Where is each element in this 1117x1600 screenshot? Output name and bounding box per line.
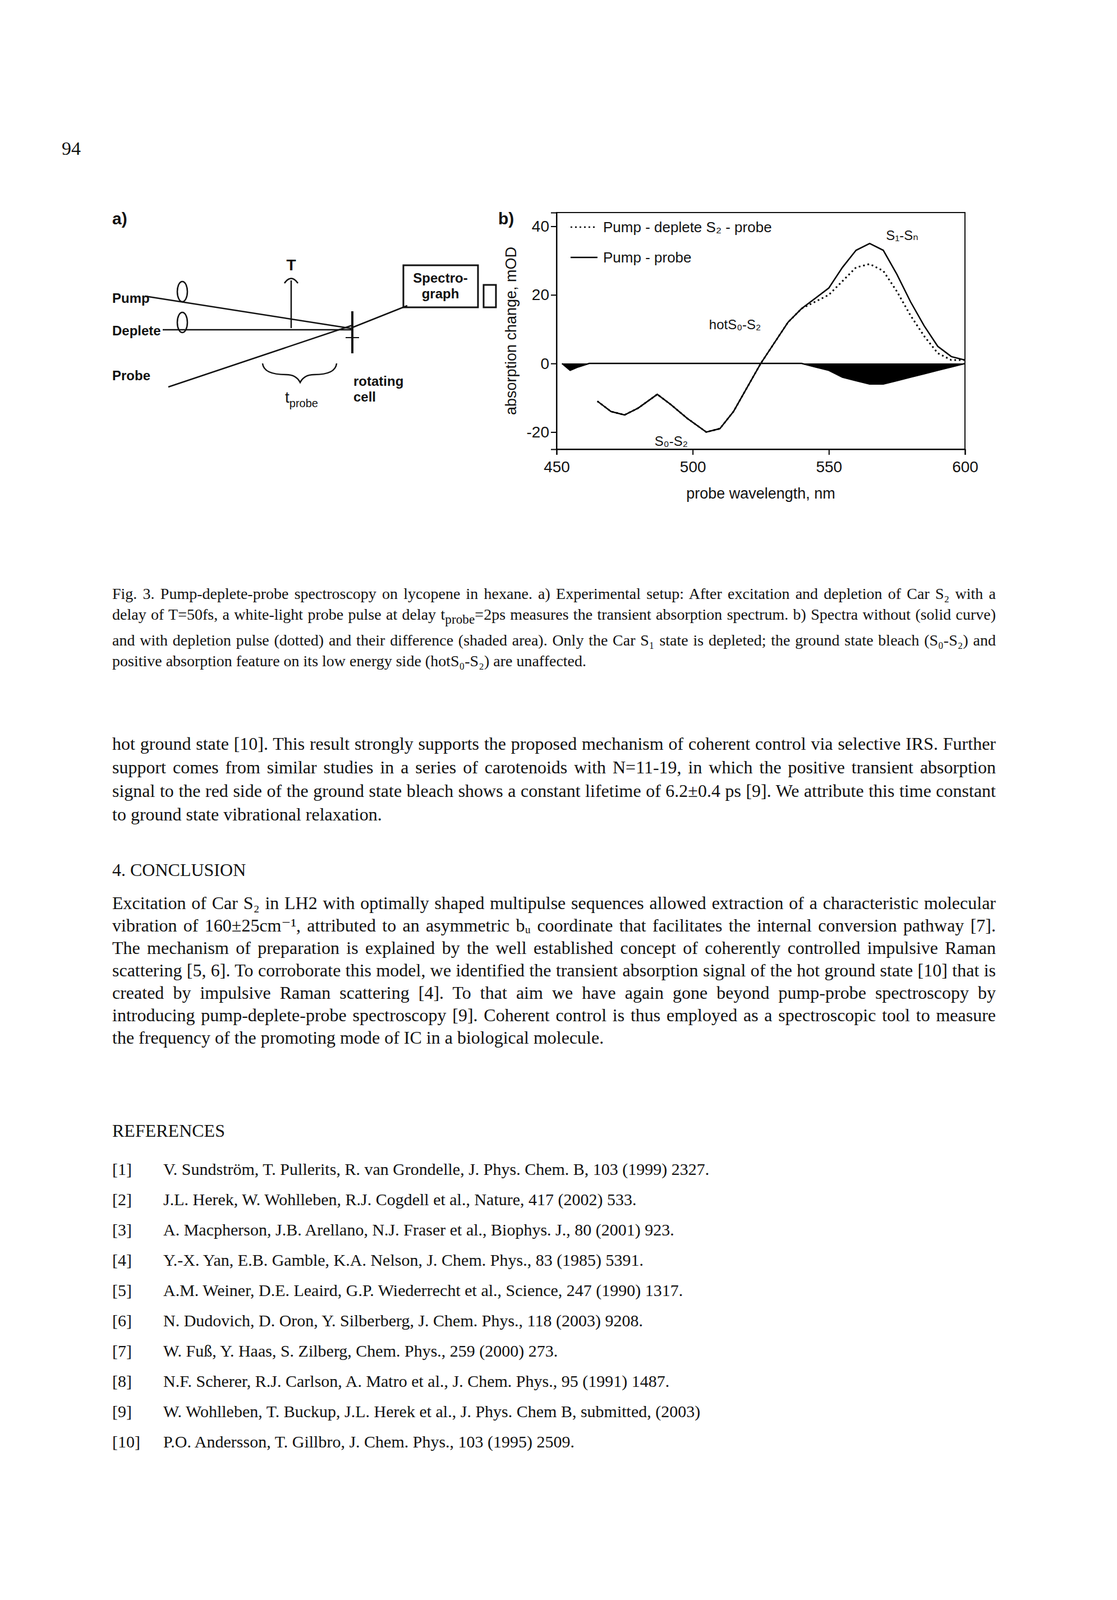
- legend-label: Pump - deplete S₂ - probe: [603, 218, 772, 236]
- setup-diagram: Pump Deplete Probe Trotatingcell tprobe Spect…: [112, 256, 496, 410]
- y-tick: 0: [540, 355, 557, 373]
- spectrograph: [403, 265, 478, 308]
- detector: [483, 285, 496, 308]
- section-heading: REFERENCES: [112, 1119, 674, 1143]
- reference-label: [10]: [112, 1431, 158, 1454]
- reference-label: [9]: [112, 1400, 158, 1424]
- reference-text: A.M. Weiner, D.E. Leaird, G.P. Wiederrec…: [163, 1279, 994, 1303]
- reference-text: Y.-X. Yan, E.B. Gamble, K.A. Nelson, J. …: [163, 1249, 994, 1272]
- y-tick-mark: [550, 226, 557, 228]
- x-tick-label: 500: [679, 458, 707, 476]
- legend-swatch: [570, 256, 598, 259]
- delay-label: tprobe: [285, 388, 319, 410]
- x-tick-label: 450: [543, 458, 571, 476]
- y-tick-label: 20: [531, 286, 550, 304]
- spectrograph-label: graph: [421, 286, 460, 302]
- reference-text: N.F. Scherer, R.J. Carlson, A. Matro et …: [163, 1370, 994, 1394]
- y-tick-label: 40: [531, 217, 550, 236]
- delay-marker: [290, 280, 293, 329]
- figure: a) b) Pump Deplete Probe Trotatingcell tprobe S…: [0, 0, 1117, 578]
- delay-hook: [284, 278, 298, 284]
- probe-beam: [168, 325, 353, 388]
- reference-label: [7]: [112, 1340, 158, 1363]
- section-heading: 4. CONCLUSION: [112, 858, 674, 882]
- x-axis-title: probe wavelength, nm: [686, 485, 836, 503]
- difference-line: [562, 363, 965, 385]
- chopper: [177, 281, 188, 302]
- reference-label: [5]: [112, 1279, 158, 1303]
- panel-label: a): [112, 209, 128, 228]
- x-tick-mark: [964, 449, 967, 455]
- y-tick-mark: [550, 294, 557, 296]
- x-tick-label: 550: [815, 458, 843, 476]
- cell-label: rotating: [353, 373, 404, 389]
- annotation: hotS₀-S₂: [709, 316, 762, 333]
- annotation: S₀-S₂: [654, 433, 688, 449]
- axis-line: [557, 449, 966, 456]
- reference-label: [4]: [112, 1249, 158, 1272]
- reference-text: V. Sundström, T. Pullerits, R. van Grond…: [163, 1158, 994, 1181]
- spectrum-line: [597, 243, 965, 432]
- x-tick: 500: [679, 449, 707, 476]
- cell-label: cell: [353, 389, 376, 405]
- x-tick: 450: [543, 449, 571, 476]
- delay-label: T: [286, 256, 296, 274]
- x-tick-mark: [692, 449, 694, 455]
- cell: [351, 311, 354, 354]
- x-tick: 550: [815, 449, 843, 476]
- x-tick-mark: [828, 449, 830, 455]
- spectrum-line: [597, 264, 965, 433]
- reference-label: [3]: [112, 1219, 158, 1242]
- reference-label: [2]: [112, 1188, 158, 1212]
- reference-text: P.O. Andersson, T. Gillbro, J. Chem. Phy…: [163, 1431, 994, 1454]
- chopper: [177, 312, 188, 333]
- y-tick-mark: [550, 431, 557, 434]
- signal-beam: [352, 305, 408, 328]
- panel-label: b): [498, 209, 514, 228]
- reference-text: N. Dudovich, D. Oron, Y. Silberberg, J. …: [163, 1309, 994, 1333]
- reference-label: [6]: [112, 1309, 158, 1333]
- y-tick-mark: [550, 363, 557, 365]
- legend-label: Pump - probe: [603, 249, 692, 266]
- legend: Pump - deplete S₂ - probe Pump - probe: [570, 218, 772, 266]
- cell-mark: [345, 337, 360, 339]
- conclusion-paragraph: Excitation of Car S₂ in LH2 with optimal…: [112, 892, 996, 1050]
- beam-label: Deplete: [112, 323, 162, 339]
- pump-beam: [144, 296, 353, 329]
- caption-subscript: probe: [444, 612, 475, 627]
- plot-marks: [562, 243, 965, 432]
- beam-label: Pump: [112, 290, 150, 306]
- reference-text: W. Wohlleben, T. Buckup, J.L. Herek et a…: [163, 1400, 994, 1424]
- beam-label: Probe: [112, 368, 151, 384]
- delay-brace: [262, 363, 337, 383]
- deplete-beam: [162, 329, 353, 332]
- y-tick: 40: [531, 217, 557, 236]
- page-number: 94: [61, 137, 174, 160]
- y-tick: 20: [531, 286, 557, 304]
- delay-label-sub: probe: [289, 397, 319, 410]
- reference-text: A. Macpherson, J.B. Arellano, N.J. Frase…: [163, 1219, 994, 1242]
- x-tick: 600: [952, 449, 979, 476]
- annotation: S₁-Sₙ: [885, 227, 919, 243]
- y-tick-label: 0: [540, 355, 550, 373]
- axis-line: [550, 213, 558, 450]
- legend-swatch: [570, 226, 598, 229]
- y-tick: -20: [526, 423, 557, 441]
- x-axis: 450 500 550 600: [543, 449, 979, 476]
- y-axis: -20 0 20 40: [526, 213, 558, 450]
- reference-label: [1]: [112, 1158, 158, 1181]
- reference-text: W. Fuß, Y. Haas, S. Zilberg, Chem. Phys.…: [163, 1340, 994, 1363]
- plot-frame: [556, 212, 965, 450]
- figure-caption: Fig. 3. Pump-deplete-probe spectroscopy …: [112, 583, 996, 672]
- spectrograph-label: Spectro-: [412, 270, 468, 286]
- body-paragraph: hot ground state [10]. This result stron…: [112, 732, 996, 827]
- x-tick-label: 600: [952, 458, 979, 476]
- difference-area: [562, 363, 965, 385]
- y-axis-title: absorption change, mOD: [502, 246, 520, 416]
- reference-text: J.L. Herek, W. Wohlleben, R.J. Cogdell e…: [163, 1188, 994, 1212]
- y-tick-label: -20: [526, 423, 550, 441]
- reference-label: [8]: [112, 1370, 158, 1394]
